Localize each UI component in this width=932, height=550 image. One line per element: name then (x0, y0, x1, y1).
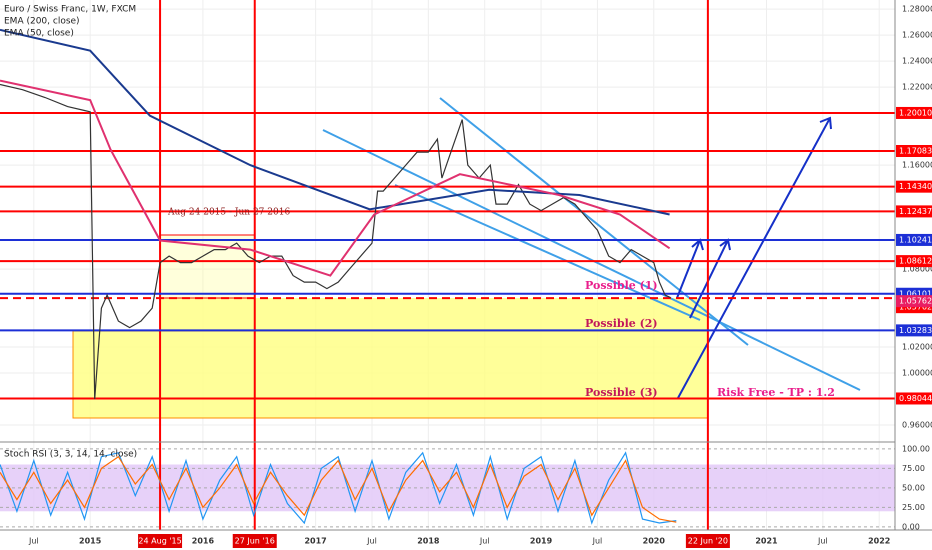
price-label: 1.20010 (899, 108, 932, 117)
y-tick-label: 50.00 (902, 483, 925, 492)
x-tick-label: Jul (479, 537, 490, 546)
price-label: 1.10241 (899, 235, 932, 244)
y-tick-label: 1.08000 (902, 265, 932, 274)
x-tick-label: Jul (366, 537, 377, 546)
price-label: 0.98044 (899, 394, 932, 403)
annotation: Aug 24 2015 - Jun 27 2016 (167, 208, 290, 218)
y-tick-label: 100.00 (902, 444, 930, 453)
annotation: Risk Free - TP : 1.2 (717, 386, 835, 399)
x-tick-label: 2021 (755, 537, 778, 546)
x-tick-label: 2020 (643, 537, 666, 546)
price-label-box (896, 233, 932, 246)
series-line (0, 83, 671, 400)
y-tick-label: 1.22000 (902, 83, 932, 92)
price-label: 1.17083 (899, 147, 932, 156)
price-label: 1.14340 (899, 182, 932, 191)
x-tick-label: 2016 (192, 537, 215, 546)
price-label-box (896, 205, 932, 218)
y-tick-label: 0.00 (902, 522, 920, 531)
y-tick-label: 1.00000 (902, 369, 932, 378)
x-marker-box (685, 534, 730, 548)
y-tick-label: 1.02000 (902, 343, 932, 352)
y-tick-label: 75.00 (902, 464, 925, 473)
series-line (0, 451, 677, 525)
price-label-box (896, 324, 932, 337)
y-tick-label: 1.28000 (902, 5, 932, 14)
x-tick-label: Jul (28, 537, 39, 546)
last-price-label: 1.05762 (899, 297, 932, 306)
x-tick-label: 2018 (417, 537, 440, 546)
price-label-box (896, 106, 932, 119)
series-line (0, 28, 670, 216)
trend-line (394, 184, 701, 321)
arrows (676, 116, 832, 399)
annotation: Possible (3) (585, 386, 658, 399)
x-tick-label: Jul (817, 537, 828, 546)
zone-box (160, 298, 708, 331)
arrow (677, 116, 832, 399)
labels: Euro / Swiss Franc, 1W, FXCM EMA (200, c… (4, 5, 835, 460)
series-line (0, 79, 671, 277)
price-label-box (896, 145, 932, 158)
x-tick-label: Jul (592, 537, 603, 546)
x-tick-label: 2019 (530, 537, 553, 546)
zone-box (72, 330, 709, 419)
x-tick-label: 2015 (79, 537, 102, 546)
x-tick-label: 2022 (868, 537, 890, 546)
last-price-box (896, 295, 932, 308)
y-tick-label: 25.00 (902, 503, 925, 512)
x-marker-box (232, 534, 277, 548)
x-marker-label: 27 Jun '16 (235, 537, 275, 546)
y-tick-label: 1.24000 (902, 57, 932, 66)
price-label: 1.12437 (899, 207, 932, 216)
pane-title: Stoch RSI (3, 3, 14, 14, close) (4, 450, 137, 460)
price-label-box (896, 392, 932, 405)
y-tick-label: 0.96000 (902, 421, 932, 430)
price-label: 1.08612 (899, 257, 932, 266)
x-marker-box (138, 534, 183, 548)
x-marker-label: 22 Jun '20 (688, 537, 728, 546)
price-label-box (896, 255, 932, 268)
price-label: 1.06101 (899, 289, 932, 298)
legend-entry: EMA (50, close) (4, 29, 74, 39)
price-label-box (896, 180, 932, 193)
price-label: 1.03283 (899, 326, 932, 335)
y-tick-label: 1.16000 (902, 161, 932, 170)
x-tick-label: 2017 (304, 537, 326, 546)
drawings (72, 97, 861, 419)
x-marker-label: 24 Aug '15 (138, 537, 181, 546)
chart-title: Euro / Swiss Franc, 1W, FXCM (4, 5, 136, 15)
y-tick-label: 1.26000 (902, 31, 932, 40)
annotation: Possible (2) (585, 317, 658, 330)
legend-entry: EMA (200, close) (4, 17, 80, 27)
series-line (0, 455, 677, 523)
trend-line (322, 129, 861, 391)
annotation: Possible (1) (585, 279, 658, 292)
